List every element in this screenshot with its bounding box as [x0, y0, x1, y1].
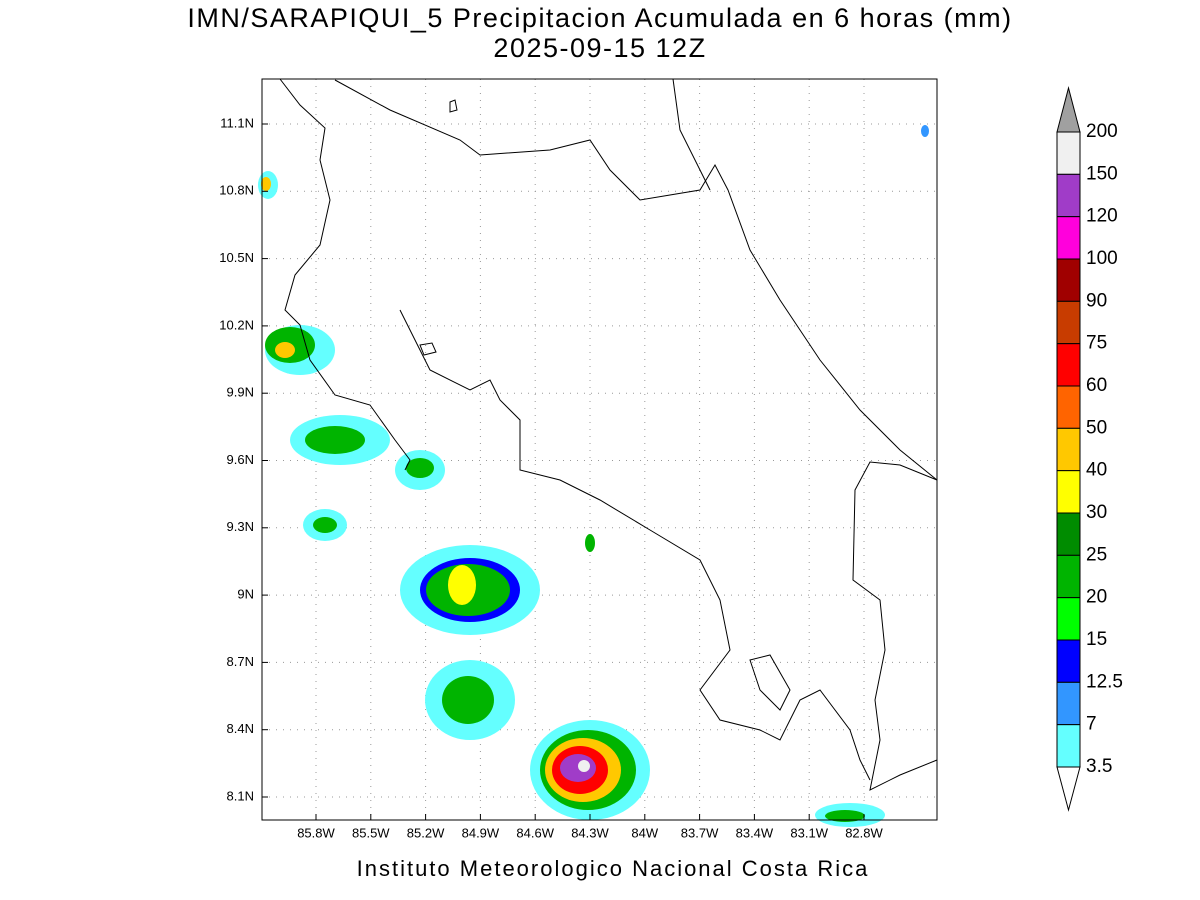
lat-tick-label: 9N: [237, 587, 254, 602]
colorbar-box: [1056, 300, 1081, 345]
lon-tick-label: 85.2W: [407, 825, 445, 840]
colorbar-under: [1056, 766, 1081, 812]
colorbar-box: [1056, 173, 1081, 218]
lon-tick-label: 83.1W: [790, 825, 828, 840]
colorbar-box: [1056, 216, 1081, 260]
colorbar-label: 50: [1086, 417, 1107, 438]
colorbar-box: [1056, 131, 1081, 175]
lon-tick-label: 84.9W: [462, 825, 500, 840]
lat-tick-label: 8.4N: [227, 721, 254, 736]
colorbar-label: 90: [1086, 290, 1107, 311]
colorbar-label: 60: [1086, 375, 1107, 396]
lat-tick-label: 10.5N: [219, 250, 254, 265]
colorbar-box: [1056, 554, 1081, 599]
colorbar-box: [1056, 343, 1081, 387]
lat-tick-label: 9.6N: [227, 452, 254, 467]
colorbar-box: [1056, 512, 1081, 556]
colorbar-box: [1056, 385, 1081, 429]
lat-tick-label: 8.7N: [227, 654, 254, 669]
colorbar-box: [1056, 427, 1081, 472]
colorbar-box: [1056, 470, 1081, 514]
colorbar-label: 150: [1086, 163, 1118, 184]
lat-tick-label: 8.1N: [227, 788, 254, 803]
lat-tick-label: 10.8N: [219, 183, 254, 198]
colorbar-label: 30: [1086, 502, 1107, 523]
colorbar-box: [1056, 724, 1081, 768]
colorbar-label: 75: [1086, 333, 1107, 354]
lon-tick-label: 83.4W: [736, 825, 774, 840]
grid: [262, 79, 937, 820]
lon-tick-label: 82.8W: [845, 825, 883, 840]
colorbar-label: 25: [1086, 544, 1107, 565]
lon-tick-label: 84.6W: [516, 825, 554, 840]
lat-tick-label: 11.1N: [220, 115, 254, 130]
colorbar-label: 3.5: [1086, 756, 1112, 777]
colorbar-label: 20: [1086, 587, 1107, 608]
colorbar-label: 100: [1086, 248, 1118, 269]
colorbar-label: 40: [1086, 460, 1107, 481]
map-frame: [261, 78, 938, 821]
colorbar-over: [1056, 86, 1081, 133]
axes: 85.8W 85.5W 85.2W 84.9W 84.6W 84.3W 84W 83.7W 83…: [219, 115, 883, 840]
colorbar-box: [1056, 681, 1081, 726]
colorbar-label: 200: [1086, 121, 1118, 142]
title: IMN/SARAPIQUI_5 Precipitacion Acumulada …: [187, 3, 1012, 33]
lat-tick-label: 10.2N: [219, 317, 254, 332]
colorbar-label: 7: [1086, 714, 1097, 735]
colorbar-label: 15: [1086, 629, 1107, 650]
lon-tick-label: 83.7W: [681, 825, 719, 840]
colorbar-box: [1056, 597, 1081, 641]
precipitation: [258, 125, 929, 827]
credit: Instituto Meteorologico Nacional Costa R…: [357, 856, 870, 881]
colorbar-box: [1056, 258, 1081, 302]
colorbar: 200 150 120 100 90 75 60 50 40 30 25 20 15 12.5 7 3.5: [1056, 86, 1123, 812]
lon-tick-label: 85.8W: [297, 825, 335, 840]
subtitle: 2025-09-15 12Z: [493, 33, 706, 63]
lat-tick-label: 9.9N: [227, 385, 254, 400]
lat-tick-label: 9.3N: [227, 519, 254, 534]
colorbar-label: 12.5: [1086, 671, 1123, 692]
lon-tick-label: 85.5W: [352, 825, 390, 840]
coastline: [279, 78, 938, 791]
lon-tick-label: 84W: [631, 825, 658, 840]
colorbar-label: 120: [1086, 206, 1118, 227]
lon-tick-label: 84.3W: [571, 825, 609, 840]
colorbar-box: [1056, 639, 1081, 683]
